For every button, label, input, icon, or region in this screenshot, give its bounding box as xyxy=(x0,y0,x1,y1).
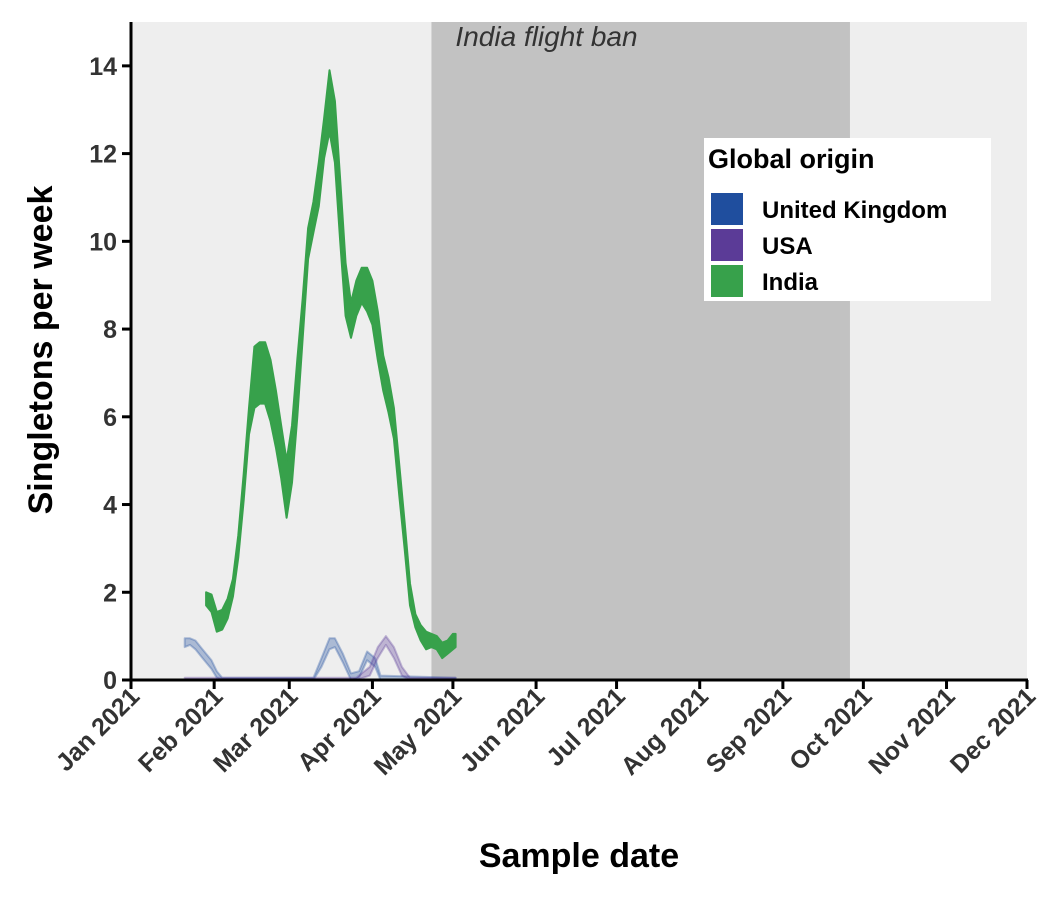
legend-swatch xyxy=(711,193,743,225)
y-axis-ticks: 0 2 4 6 8 10 12 14 xyxy=(89,53,131,695)
x-axis-title: Sample date xyxy=(479,837,679,875)
y-tick-label: 12 xyxy=(89,141,117,169)
legend-swatch xyxy=(711,265,743,297)
y-tick-label: 14 xyxy=(89,53,117,81)
legend-label: USA xyxy=(762,233,813,260)
y-tick-label: 4 xyxy=(103,492,117,520)
x-tick-label: Aug 2021 xyxy=(616,682,714,780)
x-tick-label: Jan 2021 xyxy=(51,682,146,777)
series-layer xyxy=(183,69,457,681)
y-tick-label: 8 xyxy=(103,316,117,344)
y-tick-label: 6 xyxy=(103,404,117,432)
x-tick-label: Sep 2021 xyxy=(701,682,798,779)
y-axis-title: Singletons per week xyxy=(22,186,60,515)
flight-ban-shading xyxy=(431,22,850,680)
y-tick-label: 2 xyxy=(103,579,117,607)
x-tick-label: Jun 2021 xyxy=(455,682,551,778)
flight-ban-label: India flight ban xyxy=(455,21,637,52)
legend-label: United Kingdom xyxy=(762,197,947,224)
x-tick-label: Nov 2021 xyxy=(863,682,961,780)
x-tick-label: May 2021 xyxy=(369,682,467,780)
y-tick-label: 0 xyxy=(103,667,117,695)
legend-background xyxy=(704,138,991,301)
x-tick-label: Oct 2021 xyxy=(784,682,878,776)
y-tick-label: 10 xyxy=(89,228,117,256)
legend: Global origin United Kingdom USA India xyxy=(704,138,991,301)
series-band-india xyxy=(205,69,457,660)
x-tick-label: Dec 2021 xyxy=(945,682,1042,779)
legend-label: India xyxy=(762,269,819,296)
legend-title: Global origin xyxy=(708,144,875,174)
legend-swatch xyxy=(711,229,743,261)
